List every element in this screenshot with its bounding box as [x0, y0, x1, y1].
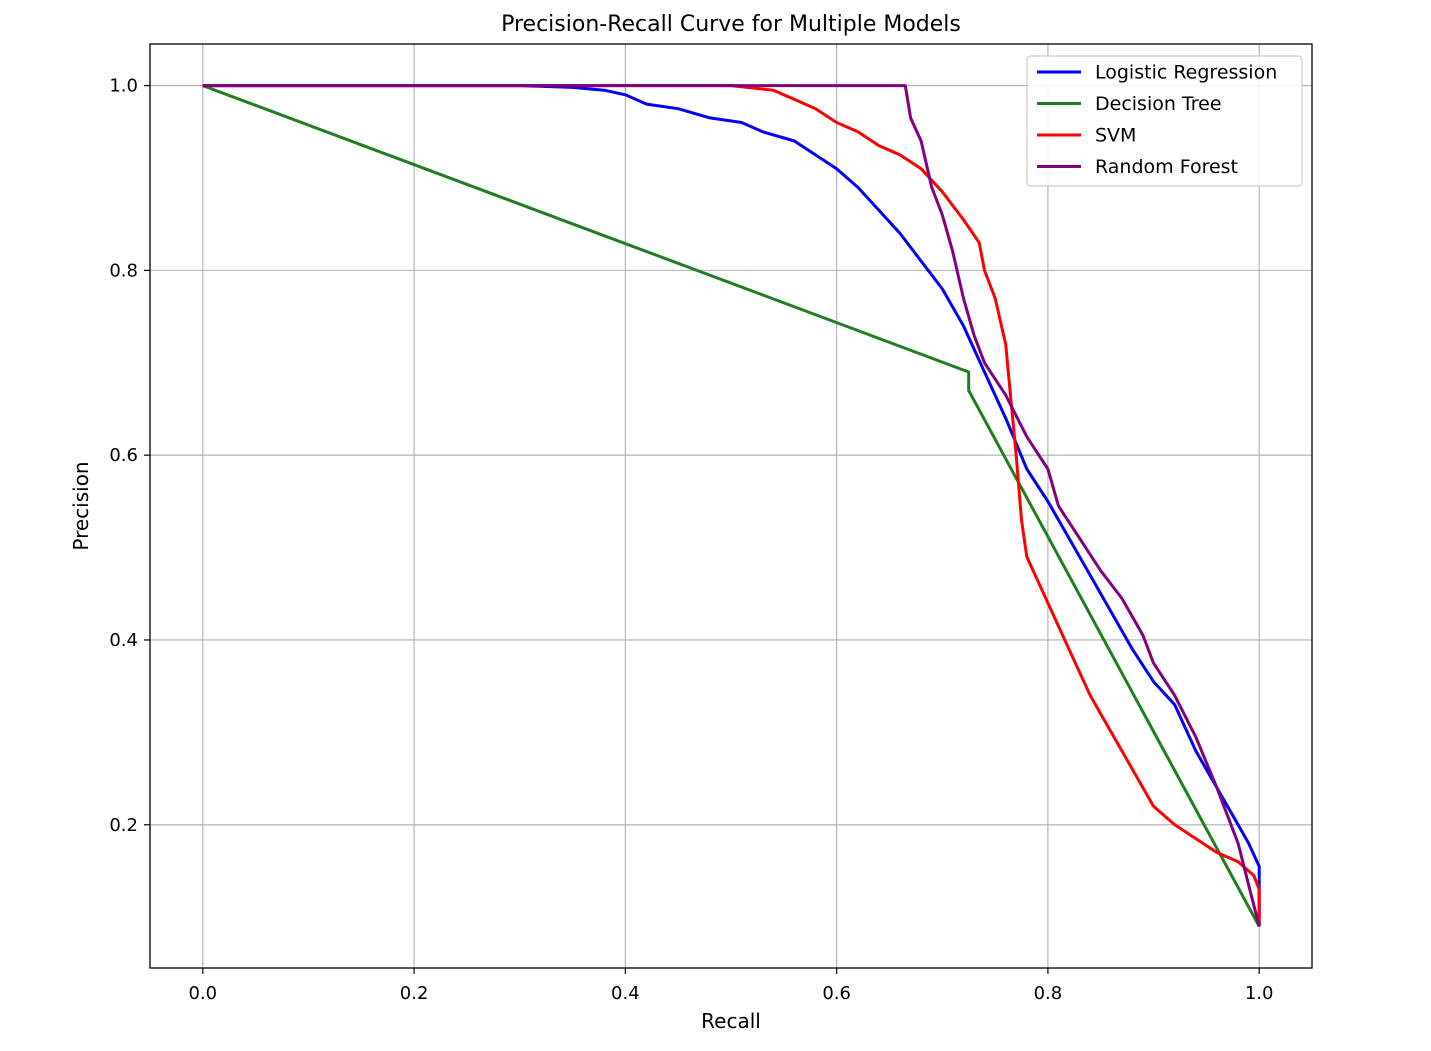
- legend-label-svm: SVM: [1095, 125, 1136, 147]
- tick-layer: 0.0 0.2 0.4 0.6 0.8 1.0 0.2 0.4 0.6 0.8 1.0: [109, 76, 1273, 1004]
- y-tick-label: 0.4: [109, 630, 138, 651]
- y-axis-label: Precision: [69, 461, 93, 550]
- series-line-decision-tree: [202, 84, 1261, 928]
- series-layer: [202, 84, 1261, 928]
- y-tick-label: 0.8: [109, 260, 138, 281]
- series-line-logistic-regression: [202, 84, 1261, 927]
- x-tick-label: 0.8: [1034, 983, 1063, 1004]
- x-tick-label: 0.2: [400, 983, 429, 1004]
- x-tick-label: 0.4: [611, 983, 640, 1004]
- y-tick-label: 0.2: [109, 815, 138, 836]
- y-tick-label: 1.0: [109, 76, 138, 97]
- chart-title: Precision-Recall Curve for Multiple Mode…: [501, 12, 961, 37]
- legend-label-logistic-regression: Logistic Regression: [1095, 62, 1277, 84]
- x-tick-label: 0.0: [188, 983, 217, 1004]
- x-tick-label: 1.0: [1245, 983, 1274, 1004]
- series-line-svm: [202, 84, 1261, 927]
- legend-label-random-forest: Random Forest: [1095, 156, 1238, 178]
- legend-box: [1026, 55, 1303, 187]
- x-axis-label: Recall: [701, 1009, 761, 1033]
- series-line-random-forest: [202, 84, 1261, 927]
- legend: Logistic Regression Decision Tree SVM Rando…: [1026, 55, 1303, 187]
- x-tick-label: 0.6: [822, 983, 851, 1004]
- y-tick-label: 0.6: [109, 445, 138, 466]
- plot-frame: [149, 43, 1313, 969]
- legend-label-decision-tree: Decision Tree: [1095, 93, 1222, 115]
